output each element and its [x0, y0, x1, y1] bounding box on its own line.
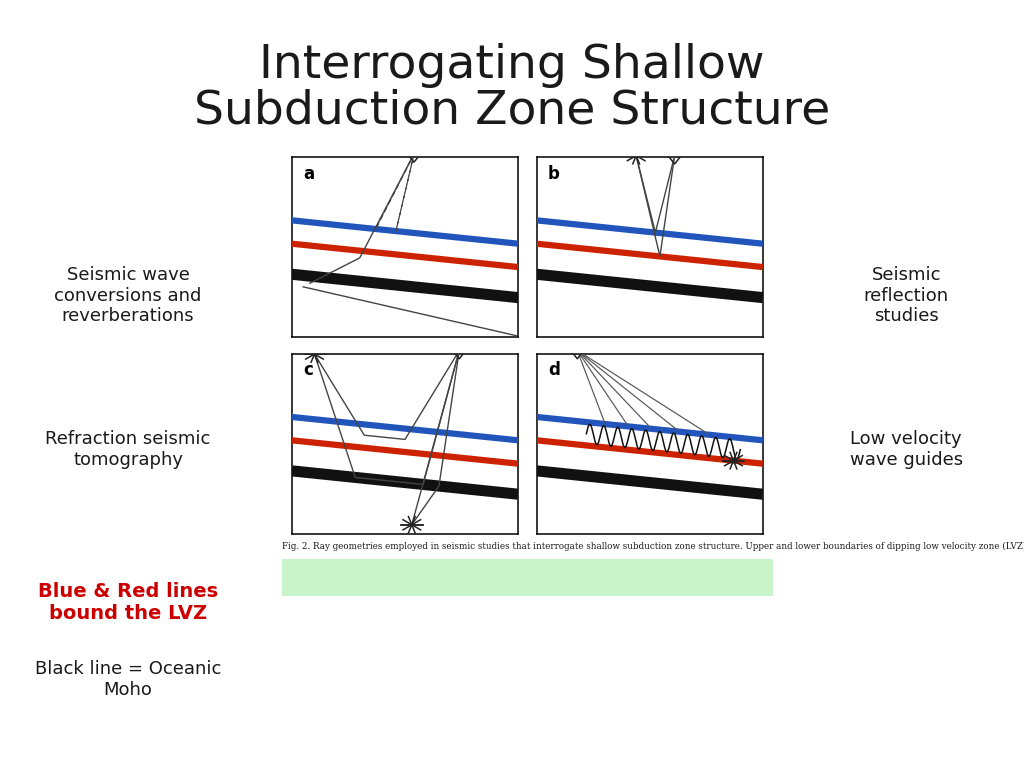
Text: d: d [548, 361, 560, 379]
Text: Seismic wave
conversions and
reverberations: Seismic wave conversions and reverberati… [54, 266, 202, 326]
Text: Subduction Zone Structure: Subduction Zone Structure [194, 89, 830, 134]
Text: Black line = Oceanic
Moho: Black line = Oceanic Moho [35, 660, 221, 699]
Text: Refraction seismic
tomography: Refraction seismic tomography [45, 430, 211, 468]
FancyBboxPatch shape [282, 559, 773, 597]
Text: a: a [303, 164, 314, 183]
Text: Interrogating Shallow: Interrogating Shallow [259, 43, 765, 88]
Text: b: b [548, 164, 560, 183]
Text: Seismic
reflection
studies: Seismic reflection studies [863, 266, 949, 326]
Text: Fig. 2. Ray geometries employed in seismic studies that interrogate shallow subd: Fig. 2. Ray geometries employed in seism… [282, 541, 1024, 551]
Text: c: c [303, 361, 313, 379]
Text: Blue & Red lines
bound the LVZ: Blue & Red lines bound the LVZ [38, 582, 218, 624]
Text: Low velocity
wave guides: Low velocity wave guides [850, 430, 963, 468]
